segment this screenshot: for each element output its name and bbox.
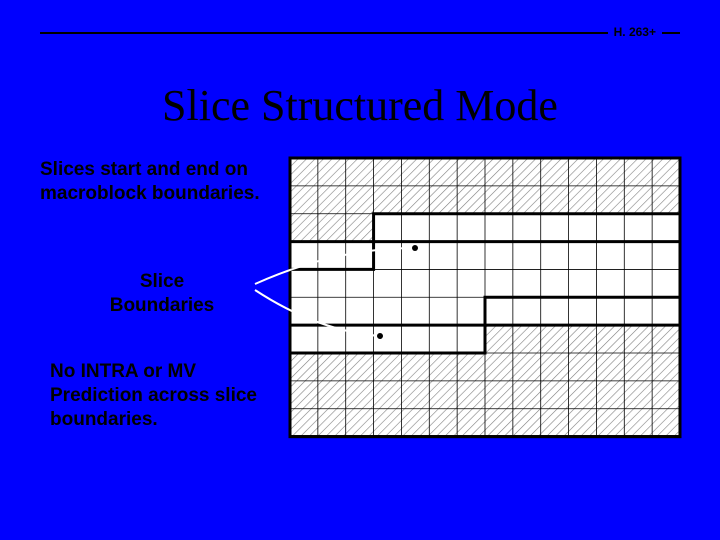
slice-diagram-svg (290, 158, 680, 438)
page-title: Slice Structured Mode (0, 80, 720, 131)
slice-diagram (290, 158, 680, 443)
label-slice-boundaries: Slice Boundaries (82, 270, 242, 318)
header-rule (40, 32, 680, 34)
paragraph-slices-start: Slices start and end on macroblock bound… (40, 158, 260, 206)
header-label: H. 263+ (608, 25, 662, 39)
paragraph-no-intra: No INTRA or MV Prediction across slice b… (50, 360, 270, 431)
